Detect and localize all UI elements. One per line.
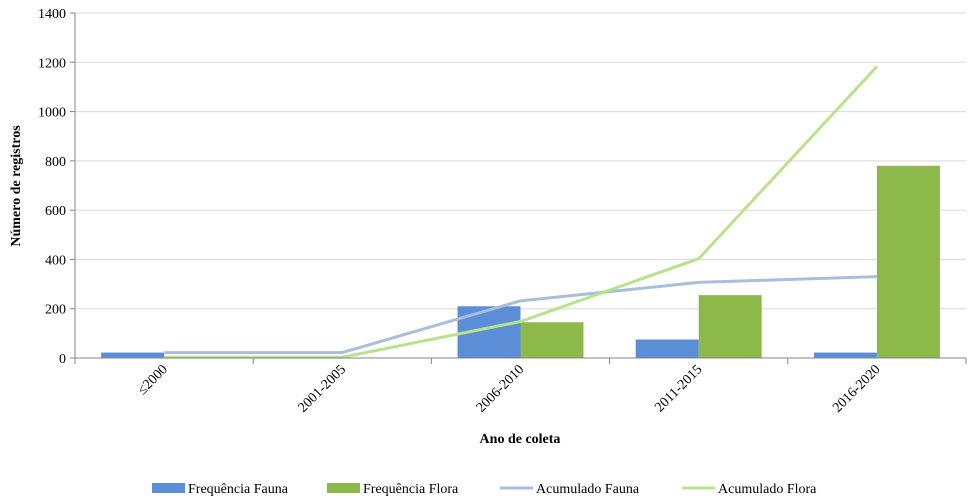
series-line — [164, 65, 879, 359]
legend-swatch — [152, 483, 185, 493]
bar — [101, 352, 165, 358]
x-axis-title: Ano de coleta — [480, 432, 561, 447]
y-tick-label: 600 — [45, 204, 66, 219]
y-tick-label: 1200 — [38, 56, 66, 71]
legend: Frequência Fauna Frequência Flora Acumulad… — [152, 482, 817, 497]
x-tick-label: 2006-2010 — [474, 362, 528, 416]
y-tick-label: 800 — [45, 155, 66, 170]
x-tick-label: 2011-2015 — [652, 362, 705, 415]
y-tick-label: 1000 — [38, 106, 66, 121]
legend-label: Acumulado Fauna — [536, 482, 640, 497]
legend-label: Acumulado Flora — [718, 482, 817, 497]
legend-swatch — [327, 483, 360, 493]
x-tick-label: 2001-2005 — [296, 362, 350, 416]
bar — [698, 295, 762, 358]
series-lines — [164, 65, 879, 359]
bar — [635, 339, 699, 358]
y-axis-title: Número de registros — [9, 125, 24, 247]
x-tick-labels: ≤2000 2001-2005 2006-2010 2011-2015 2016-202… — [135, 362, 884, 416]
legend-label: Frequência Fauna — [188, 482, 289, 497]
x-tick-label: 2016-2020 — [830, 362, 884, 416]
grid-lines — [70, 12, 966, 359]
series-line — [164, 275, 877, 355]
y-tick-label: 1400 — [38, 7, 66, 22]
y-tick-label: 400 — [45, 253, 66, 268]
y-tick-labels: 0 200 400 600 800 1000 1200 1400 — [38, 7, 66, 367]
x-tick-label: ≤2000 — [135, 362, 171, 398]
bar — [813, 352, 877, 358]
y-tick-label: 200 — [45, 303, 66, 318]
axes — [74, 13, 967, 364]
y-tick-label: 0 — [59, 352, 66, 367]
bar — [876, 165, 940, 358]
bars — [101, 165, 940, 358]
bar — [520, 322, 584, 358]
legend-label: Frequência Flora — [363, 482, 459, 497]
